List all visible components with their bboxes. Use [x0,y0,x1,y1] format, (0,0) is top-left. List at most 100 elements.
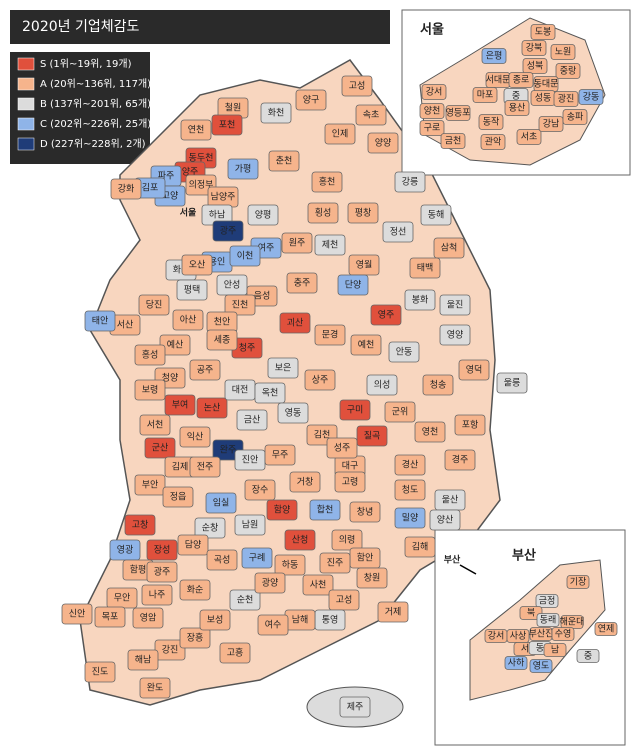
region-label: 영월 [356,259,373,271]
region-label: 의정부 [189,180,214,191]
region-label: 하동 [282,560,299,571]
region-label: 하남 [209,210,226,221]
region [339,399,371,421]
region [132,607,164,629]
region-label: 논산 [204,403,221,414]
region [309,499,341,521]
busan-district [535,594,559,608]
region-label: 무안 [114,593,131,604]
region-label: 동두천 [189,153,214,164]
region [244,479,276,501]
region-label: 남원 [242,520,259,531]
region-label: 고성 [349,81,366,92]
city-label: 서울 [180,207,197,219]
seoul-district-label: 강남 [543,119,560,130]
region-label: 임실 [213,497,230,509]
region-label: 통영 [322,615,339,626]
seoul-district-label: 은평 [486,51,503,62]
region-label: 평택 [184,285,201,296]
region [496,372,528,394]
legend-swatch [17,97,35,111]
seoul-district-label: 송파 [567,112,584,123]
region [268,150,300,172]
region [146,561,178,583]
seoul-title: 서울 [420,22,444,38]
region-label: 장수 [252,485,269,496]
region-label: 성주 [334,443,351,454]
region [355,104,387,126]
region [439,324,471,346]
region-label: 거창 [297,477,314,488]
region-label: 화성 [173,265,190,276]
legend-swatch [17,77,35,91]
region [409,257,441,279]
region-label: 전주 [197,462,214,473]
region [139,677,171,699]
busan-district-label: 수영 [555,629,572,640]
region-label: 창녕 [357,507,374,518]
region [433,237,465,259]
region [420,204,452,226]
region-label: 완주 [220,445,237,456]
region [319,552,351,574]
region-label: 이천 [237,251,254,262]
seoul-district-label: 노원 [555,47,572,58]
region-label: 신안 [69,609,86,620]
region-label: 삼척 [441,243,458,254]
seoul-district [550,44,576,60]
region [138,294,170,316]
region-label: 청송 [430,380,447,391]
region-label: 합천 [317,505,334,516]
region-label: 남해 [292,615,309,626]
region [324,123,356,145]
busan-district [566,575,590,589]
busan-district-label: 남 [551,645,559,656]
region-label: 파주 [158,171,175,182]
region [206,329,238,351]
region [206,549,238,571]
region-label: 남양주 [211,192,236,203]
region-label: 완도 [147,683,164,694]
region-label: 포천 [219,120,236,131]
busan-district [551,627,575,641]
region-label: 순창 [202,523,219,534]
region-label: 김포 [142,182,159,194]
seoul-district [480,134,506,150]
region-label: 인제 [332,129,349,140]
region-label: 단양 [345,280,362,291]
region [382,221,414,243]
region-label: 영암 [140,612,157,624]
region [179,579,211,601]
region [341,75,373,97]
region-label: 서산 [117,320,134,331]
region [189,456,221,478]
region-label: 양양 [375,138,392,149]
region-label: 부안 [142,480,159,491]
region-label: 동해 [428,210,445,221]
busan-district-label: 금정 [539,596,556,607]
region-label: 사천 [310,580,327,591]
legend-swatch [17,57,35,71]
region-label: 광양 [262,577,279,589]
region-label: 홍천 [319,176,336,188]
region-label: 춘천 [276,156,293,167]
region [257,614,289,636]
region [134,344,166,366]
region-label: 충주 [294,278,311,289]
region-label: 영광 [117,544,134,556]
region [326,437,358,459]
region [266,499,298,521]
region [189,359,221,381]
region-label: 광주 [154,566,171,578]
region [311,171,343,193]
region [331,529,363,551]
legend-swatch [17,117,35,131]
busan-district [504,656,528,670]
region [196,397,228,419]
seoul-district [472,87,498,103]
region [366,374,398,396]
region-label: 음성 [254,291,271,302]
seoul-district-label: 종로 [513,75,530,86]
region [254,382,286,404]
seoul-district-label: 동대문 [534,79,559,90]
